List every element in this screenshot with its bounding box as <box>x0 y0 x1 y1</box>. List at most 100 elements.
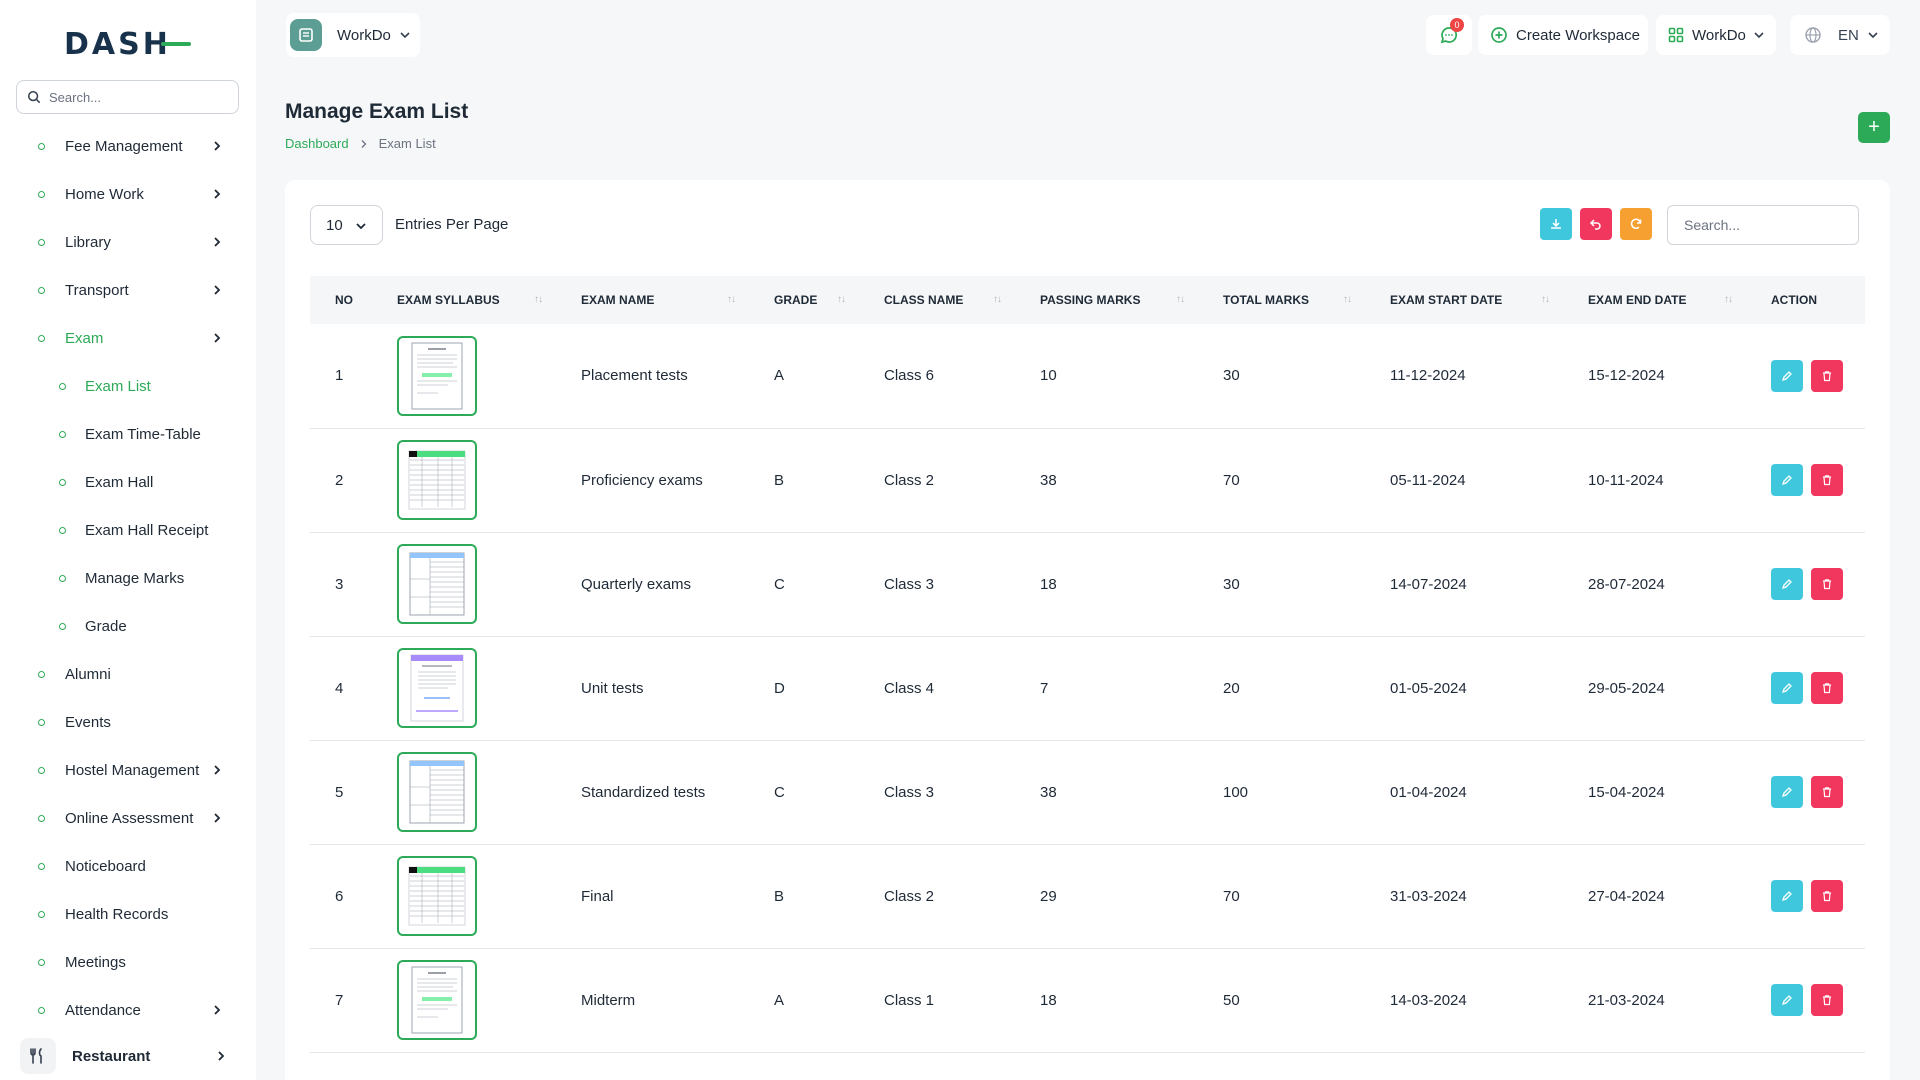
syllabus-thumbnail[interactable] <box>397 752 477 832</box>
column-header-class-name[interactable]: CLASS NAME ↑↓ <box>859 276 1015 324</box>
sidebar-item-alumni[interactable]: Alumni <box>0 650 256 698</box>
brand-logo[interactable]: DASH <box>64 26 191 62</box>
edit-button[interactable] <box>1771 359 1803 392</box>
cell-no: 5 <box>335 783 344 801</box>
column-header-exam-syllabus[interactable]: EXAM SYLLABUS ↑↓ <box>372 276 556 324</box>
sidebar-item-exam-hall[interactable]: Exam Hall <box>0 458 256 506</box>
edit-button[interactable] <box>1771 464 1803 496</box>
syllabus-thumbnail[interactable] <box>397 440 477 520</box>
sidebar-item-manage-marks[interactable]: Manage Marks <box>0 554 256 602</box>
cutlery-icon <box>20 1038 56 1074</box>
sidebar-search[interactable]: Search... <box>16 80 239 114</box>
sort-icon: ↑↓ <box>727 294 736 305</box>
table-row: 5 Standardized tests C Class 3 38 100 01-04-20… <box>310 740 1865 844</box>
sidebar-item-library[interactable]: Library <box>0 218 256 266</box>
syllabus-thumbnail[interactable] <box>397 335 477 416</box>
chevron-right-icon <box>361 139 367 148</box>
bullet-icon <box>59 431 66 438</box>
syllabus-thumbnail[interactable] <box>397 856 477 936</box>
workspace-switcher[interactable]: WorkDo <box>286 13 420 57</box>
cell-total-marks: 70 <box>1223 471 1240 489</box>
sidebar-item-exam-list[interactable]: Exam List <box>0 362 256 410</box>
trash-icon <box>1823 370 1831 381</box>
refresh-button[interactable] <box>1620 208 1652 240</box>
entries-per-page-select[interactable]: 10 <box>310 205 383 245</box>
sidebar-item-noticeboard[interactable]: Noticeboard <box>0 842 256 890</box>
add-exam-button[interactable]: + <box>1858 112 1890 143</box>
bullet-icon <box>38 671 45 678</box>
delete-button[interactable] <box>1811 880 1843 912</box>
download-icon <box>1551 219 1561 229</box>
breadcrumb-dashboard-link[interactable]: Dashboard <box>285 136 349 151</box>
sidebar-item-label: Home Work <box>65 185 144 203</box>
sort-icon: ↑↓ <box>1343 294 1352 305</box>
sidebar-item-meetings[interactable]: Meetings <box>0 938 256 986</box>
cell-exam-syllabus <box>372 740 556 844</box>
cell-passing-marks: 29 <box>1040 887 1057 905</box>
column-header-label: TOTAL MARKS <box>1223 293 1309 307</box>
bullet-icon <box>38 191 45 198</box>
cell-exam-start-date: 05-11-2024 <box>1390 471 1466 489</box>
column-header-exam-name[interactable]: EXAM NAME ↑↓ <box>556 276 749 324</box>
sidebar-item-transport[interactable]: Transport <box>0 266 256 314</box>
chevron-right-icon <box>214 285 221 295</box>
cell-grade: A <box>774 367 785 385</box>
sidebar-item-online-assessment[interactable]: Online Assessment <box>0 794 256 842</box>
cell-exam-end-date: 15-12-2024 <box>1588 367 1665 385</box>
syllabus-thumbnail[interactable] <box>397 544 477 624</box>
column-header-exam-end-date[interactable]: EXAM END DATE ↑↓ <box>1563 276 1746 324</box>
sort-icon: ↑↓ <box>1724 294 1733 305</box>
sidebar-item-label: Noticeboard <box>65 857 146 875</box>
bullet-icon <box>59 479 66 486</box>
entries-per-page-label: Entries Per Page <box>395 216 509 233</box>
column-header-total-marks[interactable]: TOTAL MARKS ↑↓ <box>1198 276 1365 324</box>
sidebar-item-grade[interactable]: Grade <box>0 602 256 650</box>
sidebar-item-events[interactable]: Events <box>0 698 256 746</box>
cell-action <box>1746 636 1865 740</box>
sidebar-item-exam-time-table[interactable]: Exam Time-Table <box>0 410 256 458</box>
reset-button[interactable] <box>1580 208 1612 240</box>
delete-button[interactable] <box>1811 568 1843 600</box>
edit-button[interactable] <box>1771 880 1803 912</box>
column-header-exam-start-date[interactable]: EXAM START DATE ↑↓ <box>1365 276 1563 324</box>
delete-button[interactable] <box>1811 984 1843 1016</box>
sidebar-item-exam-hall-receipt[interactable]: Exam Hall Receipt <box>0 506 256 554</box>
export-button[interactable] <box>1540 208 1572 240</box>
table-search-input[interactable] <box>1667 205 1859 245</box>
sidebar-item-hostel-management[interactable]: Hostel Management <box>0 746 256 794</box>
workdo-menu-button[interactable]: WorkDo <box>1656 15 1776 55</box>
language-selector[interactable]: EN <box>1790 15 1890 55</box>
edit-button[interactable] <box>1771 984 1803 1016</box>
cell-exam-name: Midterm <box>581 991 636 1009</box>
logo-text: DASH <box>64 26 171 62</box>
delete-button[interactable] <box>1811 672 1843 704</box>
cell-no: 6 <box>335 887 344 905</box>
sidebar-item-health-records[interactable]: Health Records <box>0 890 256 938</box>
delete-button[interactable] <box>1811 464 1843 496</box>
edit-button[interactable] <box>1771 568 1803 600</box>
syllabus-thumbnail[interactable] <box>397 648 477 728</box>
sidebar-item-home-work[interactable]: Home Work <box>0 170 256 218</box>
chevron-down-icon <box>400 32 410 39</box>
sidebar-item-exam[interactable]: Exam <box>0 314 256 362</box>
bullet-icon <box>38 767 45 774</box>
delete-button[interactable] <box>1811 359 1843 392</box>
column-header-grade[interactable]: GRADE ↑↓ <box>749 276 859 324</box>
sidebar-item-fee-management[interactable]: Fee Management <box>0 122 256 170</box>
chevron-down-icon <box>1754 32 1764 39</box>
sidebar-item-attendance[interactable]: Attendance <box>0 986 256 1034</box>
sidebar-item-restaurant[interactable]: Restaurant <box>20 1036 236 1076</box>
trash-icon <box>1823 891 1831 902</box>
cell-passing-marks: 18 <box>1040 575 1057 593</box>
sort-icon: ↑↓ <box>993 294 1002 305</box>
delete-button[interactable] <box>1811 776 1843 808</box>
syllabus-thumbnail[interactable] <box>397 960 477 1040</box>
messages-button[interactable]: 0 <box>1426 15 1472 55</box>
trash-icon <box>1823 579 1831 590</box>
column-header-no: NO <box>310 276 372 324</box>
edit-button[interactable] <box>1771 776 1803 808</box>
bullet-icon <box>38 959 45 966</box>
column-header-passing-marks[interactable]: PASSING MARKS ↑↓ <box>1015 276 1198 324</box>
edit-button[interactable] <box>1771 672 1803 704</box>
create-workspace-button[interactable]: Create Workspace <box>1478 15 1648 55</box>
